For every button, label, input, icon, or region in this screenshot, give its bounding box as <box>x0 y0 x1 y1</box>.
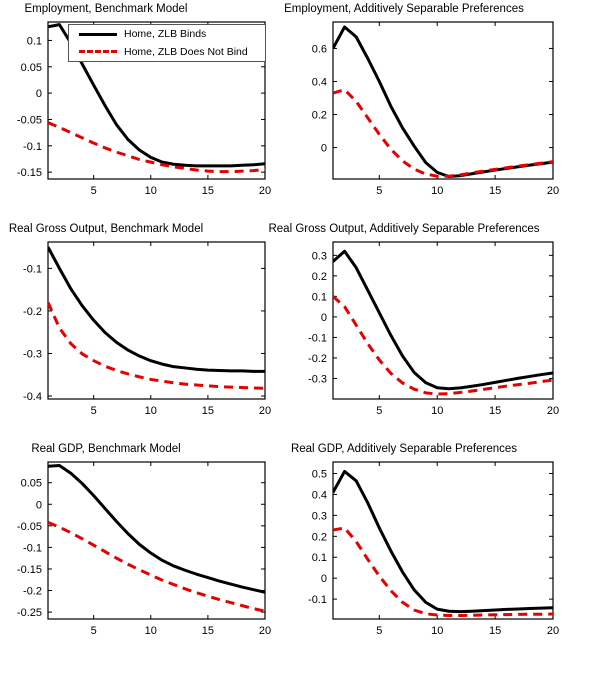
chart-title: Real GDP, Benchmark Model <box>31 443 181 455</box>
legend-label: Home, ZLB Binds <box>124 28 207 41</box>
panel-gdp-benchmark: 5 10 15 20 0.05 0 -0.05 -0.1 -0.15 -0.2 -0.25 Real… <box>0 440 300 660</box>
dashed-line-sample <box>79 50 117 54</box>
x-tick-label: 20 <box>547 405 559 417</box>
panel-gross-output-benchmark: 5 10 15 20 -0.1 -0.2 -0.3 -0.4 Real Gross Outpu… <box>0 220 300 440</box>
y-tick-label: -0.1 <box>23 542 42 554</box>
panel-employment-asp: 5 10 15 20 0.6 0.4 0.2 0 Employment, Additively… <box>284 0 600 220</box>
x-tick-label: 10 <box>431 405 443 417</box>
x-tick-label: 5 <box>376 625 382 637</box>
y-tick-label: -0.2 <box>23 586 42 598</box>
legend-box: Home, ZLB Binds Home, ZLB Does Not Bind <box>68 24 266 62</box>
y-tick-label: 0.05 <box>21 62 42 74</box>
y-tick-label: 0.2 <box>312 110 327 122</box>
solid-line-sample <box>79 32 117 36</box>
y-tick-label: -0.3 <box>23 348 42 360</box>
x-tick-label: 15 <box>202 185 214 197</box>
x-tick-label: 15 <box>202 405 214 417</box>
y-tick-label: 0 <box>321 143 327 155</box>
y-tick-label: 0.4 <box>312 76 327 88</box>
y-tick-label: 0 <box>321 312 327 324</box>
series-line-zlb-does-not-bind <box>333 295 553 396</box>
legend-entry-zlb-does-not-bind: Home, ZLB Does Not Bind <box>69 44 265 60</box>
y-tick-label: -0.1 <box>308 332 327 344</box>
gross-output-asp-plot: 5 10 15 20 0.3 0.2 0.1 0 -0.1 -0.2 -0.3 <box>308 241 559 417</box>
y-tick-label: -0.4 <box>23 391 42 403</box>
series-line-zlb-binds <box>48 246 265 373</box>
x-tick-label: 20 <box>547 625 559 637</box>
chart-title: Real Gross Output, Additively Separable … <box>268 223 540 235</box>
x-tick-label: 5 <box>91 625 97 637</box>
y-tick-label: 0.05 <box>21 478 42 490</box>
series-line-zlb-does-not-bind <box>333 88 553 178</box>
x-tick-label: 5 <box>376 185 382 197</box>
chart-title: Employment, Additively Separable Prefere… <box>284 3 524 15</box>
y-tick-label: -0.3 <box>308 373 327 385</box>
x-tick-label: 5 <box>91 185 97 197</box>
y-tick-label: 0.3 <box>312 250 327 262</box>
y-tick-label: 0.2 <box>312 531 327 543</box>
y-tick-label: 0 <box>321 573 327 585</box>
x-tick-label: 15 <box>489 185 501 197</box>
y-tick-label: 0.1 <box>312 291 327 303</box>
legend-label: Home, ZLB Does Not Bind <box>124 45 248 58</box>
x-tick-label: 15 <box>202 625 214 637</box>
chart-title: Employment, Benchmark Model <box>24 3 188 15</box>
y-tick-label: 0.3 <box>312 510 327 522</box>
y-tick-label: 0.1 <box>27 35 42 47</box>
y-tick-label: 0.4 <box>312 489 327 501</box>
y-tick-label: 0.1 <box>312 552 327 564</box>
series-line-zlb-binds <box>48 23 265 168</box>
x-tick-label: 20 <box>259 405 271 417</box>
gdp-benchmark-plot: 5 10 15 20 0.05 0 -0.05 -0.1 -0.15 -0.2 -0.25 <box>17 461 271 637</box>
y-tick-label: 0.6 <box>312 43 327 55</box>
panel-gdp-asp: 5 10 15 20 0.5 0.4 0.3 0.2 0.1 0 -0.1 Real GDP, Ad… <box>291 440 600 660</box>
y-tick-label: -0.05 <box>17 114 42 126</box>
panel-employment-benchmark: 5 10 15 20 0.1 0.05 0 -0.05 -0.1 -0.15 Employment… <box>0 0 300 220</box>
y-tick-label: -0.25 <box>17 607 42 619</box>
x-tick-label: 10 <box>431 185 443 197</box>
series-line-zlb-does-not-bind <box>48 301 265 390</box>
chart-title: Real Gross Output, Benchmark Model <box>8 223 204 235</box>
gross-output-benchmark-plot: 5 10 15 20 -0.1 -0.2 -0.3 -0.4 <box>23 241 271 417</box>
chart-title: Real GDP, Additively Separable Preferenc… <box>290 443 518 455</box>
x-tick-label: 20 <box>547 185 559 197</box>
legend-entry-zlb-binds: Home, ZLB Binds <box>69 26 265 42</box>
x-tick-label: 5 <box>376 405 382 417</box>
x-tick-label: 10 <box>431 625 443 637</box>
series-line-zlb-binds <box>333 249 553 391</box>
x-tick-label: 15 <box>489 405 501 417</box>
y-tick-label: -0.15 <box>17 167 42 179</box>
x-tick-label: 5 <box>91 405 97 417</box>
y-tick-label: 0.2 <box>312 271 327 283</box>
series-line-zlb-binds <box>333 469 553 614</box>
x-tick-label: 10 <box>145 185 157 197</box>
y-tick-label: -0.1 <box>23 263 42 275</box>
y-tick-label: -0.15 <box>17 564 42 576</box>
series-line-zlb-binds <box>333 25 553 179</box>
x-tick-label: 10 <box>145 405 157 417</box>
y-tick-label: 0.5 <box>312 469 327 481</box>
panel-gross-output-asp: 5 10 15 20 0.3 0.2 0.1 0 -0.1 -0.2 -0.3 Real Gross… <box>268 220 600 440</box>
y-tick-label: -0.2 <box>308 353 327 365</box>
gdp-asp-plot: 5 10 15 20 0.5 0.4 0.3 0.2 0.1 0 -0.1 <box>308 461 559 637</box>
y-tick-label: -0.05 <box>17 521 42 533</box>
y-tick-label: 0 <box>36 499 42 511</box>
y-tick-label: -0.1 <box>308 594 327 606</box>
y-tick-label: -0.1 <box>23 141 42 153</box>
series-line-zlb-does-not-bind <box>48 520 265 613</box>
y-tick-label: -0.2 <box>23 306 42 318</box>
employment-asp-plot: 5 10 15 20 0.6 0.4 0.2 0 <box>312 21 559 197</box>
x-tick-label: 15 <box>489 625 501 637</box>
x-tick-label: 20 <box>259 625 271 637</box>
x-tick-label: 20 <box>259 185 271 197</box>
y-tick-label: 0 <box>36 88 42 100</box>
series-line-zlb-binds <box>48 463 265 594</box>
x-tick-label: 10 <box>145 625 157 637</box>
